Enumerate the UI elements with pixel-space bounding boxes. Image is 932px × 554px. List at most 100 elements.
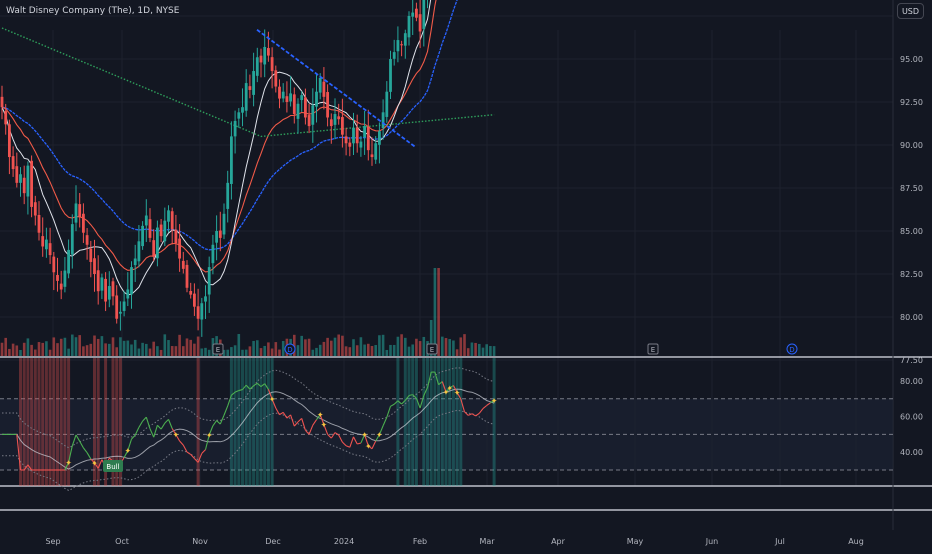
event-marker: D [786,343,798,355]
candle-body [418,14,422,32]
volume-bar [248,346,252,356]
candle-body [167,210,170,222]
rsi-line-segment [208,425,214,436]
volume-bar [230,347,233,356]
rsi-line-segment [382,417,388,426]
rsi-cross-marker: ✦ [446,384,453,393]
volume-bar [344,346,348,356]
rsi-signal-column [104,358,108,486]
candle-body [370,154,374,158]
event-marker-shape [212,343,224,355]
candle-body [156,227,159,259]
rsi-line-segment [82,447,88,453]
rsi-line-segment [142,416,147,422]
volume-bar [74,337,78,356]
rsi-line-segment [282,412,288,419]
candle-body [93,258,96,274]
event-marker-label: E [216,346,220,354]
rsi-line-segment [256,382,262,388]
candle-body [341,117,344,135]
rsi-line-segment [64,462,70,471]
rsi-line-segment [449,385,454,389]
rsi-line-segment [145,417,151,429]
candle-body [11,156,15,170]
event-marker-shape [284,343,296,355]
candle-body [22,177,26,194]
volume-bar [159,349,163,356]
volume-bar [311,349,315,356]
candle-body [296,103,300,119]
volume-bar [481,347,485,356]
rsi-ma-line [2,388,495,470]
volume-bar [466,348,470,356]
volume-bar [41,342,44,356]
volume-bar [233,345,237,356]
rsi-line-segment [204,434,210,450]
candle-body [181,260,185,269]
volume-bar [241,349,244,356]
volume-bar [226,349,229,356]
candle-body [15,166,19,183]
rsi-line-segment [397,400,402,405]
rsi-signal-column [259,358,263,486]
candle-body [326,92,329,118]
rsi-line-segment [349,436,355,448]
rsi-line-segment [79,441,84,449]
rsi-line-segment [415,398,421,409]
rsi-signal-column [414,358,418,486]
volume-bar [348,347,352,356]
rsi-line-segment [190,454,195,459]
rsi-line-segment [404,395,410,401]
volume-bar [478,343,481,356]
event-marker-label: D [287,346,292,354]
candle-body [248,86,252,90]
volume-bar [441,336,444,356]
rsi-line-segment [293,421,299,427]
rsi-line-segment [260,383,266,388]
candle-body [185,264,189,288]
time-tick-label: Jun [705,537,719,546]
volume-bar [411,344,414,356]
candle-body [19,174,22,183]
volume-bar [296,345,300,356]
volume-bar [370,346,374,356]
candle-body [411,12,415,17]
candle-body [374,143,378,160]
volume-bar [378,335,381,356]
bull-label-text: Bull [106,463,119,471]
rsi-cross-marker: ✦ [321,421,328,430]
volume-bar [37,342,41,356]
candle-body [344,136,348,144]
rsi-signal-column [422,358,426,486]
rsi-line-segment [375,434,380,442]
rsi-line-segment [219,415,225,425]
candle-body [211,244,215,264]
rsi-line-segment [127,438,133,451]
volume-bar [404,337,407,356]
rsi-line-segment [231,391,236,396]
volume-bar [222,349,226,356]
candle-body [159,224,163,237]
volume-bar [108,343,111,356]
candle-body [196,306,200,319]
currency-button[interactable]: USD [897,3,924,19]
rsi-cross-marker: ✦ [124,447,131,456]
volume-bar [315,347,318,356]
volume-bar [281,340,285,356]
candle-body [100,277,104,291]
candle-body [337,116,341,120]
candle-body [74,203,78,223]
volume-bar [119,337,122,356]
volume-bar [418,341,422,356]
rsi-line-segment [197,453,203,463]
rsi-line-segment [441,381,447,393]
volume-bar [374,345,377,356]
volume-bar [318,344,322,356]
candle-body [52,256,56,273]
rsi-signal-column [111,358,115,486]
volume-bar [148,348,152,356]
rsi-signal-column [255,358,259,486]
time-tick-label: Feb [413,537,427,546]
